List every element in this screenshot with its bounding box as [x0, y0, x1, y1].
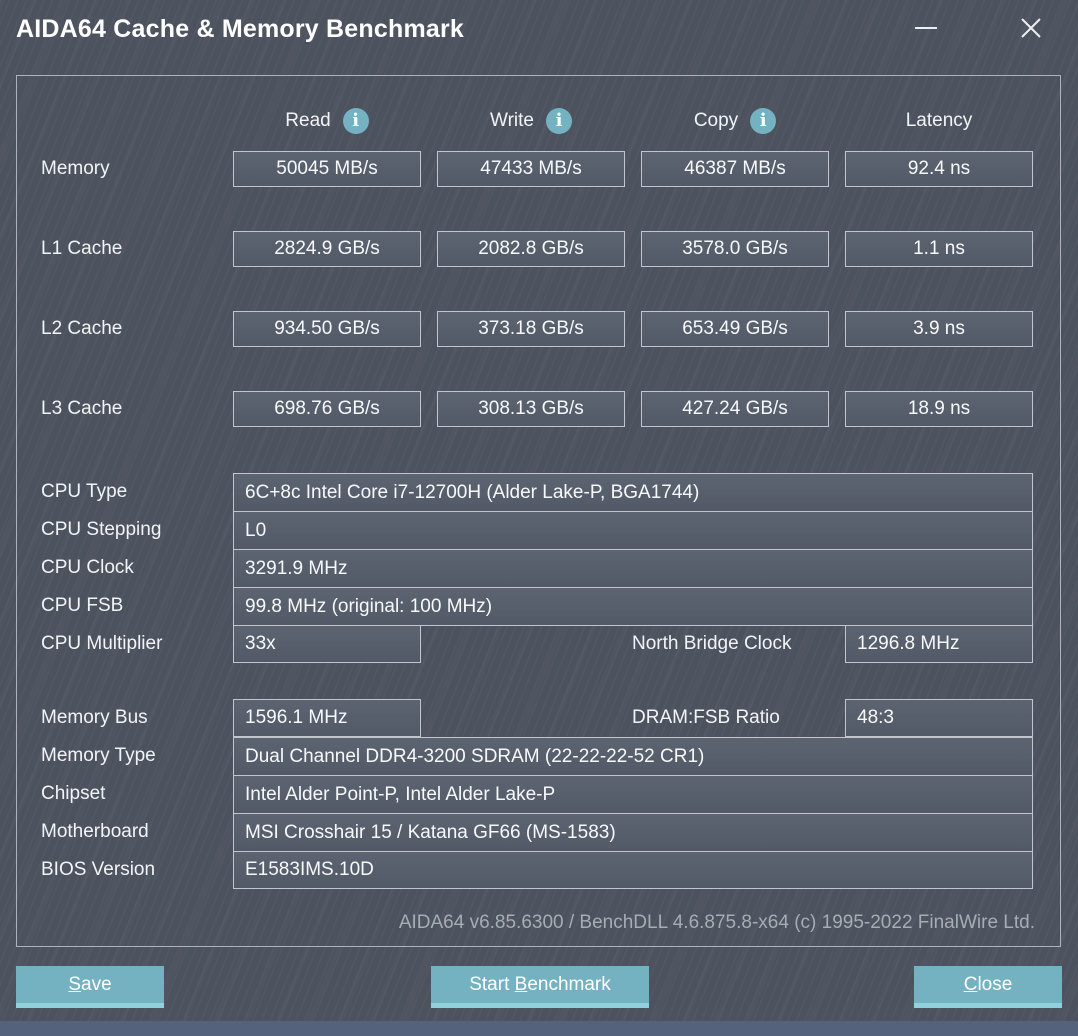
start-benchmark-button[interactable]: Start Benchmark [431, 966, 649, 1008]
memory-write-value: 47433 MB/s [437, 151, 625, 187]
memory-copy-value: 46387 MB/s [641, 151, 829, 187]
row-label-l1-cache: L1 Cache [41, 238, 123, 259]
chipset-label: Chipset [41, 783, 106, 804]
l2-copy-value: 653.49 GB/s [641, 311, 829, 347]
l3-read-value: 698.76 GB/s [233, 391, 421, 427]
column-header-write: Write [437, 104, 625, 138]
copy-info-icon[interactable] [750, 108, 777, 134]
column-header-latency: Latency [845, 104, 1033, 138]
memory-latency-value: 92.4 ns [845, 151, 1033, 187]
bios-version-label: BIOS Version [41, 859, 156, 880]
l1-read-value: 2824.9 GB/s [233, 231, 421, 267]
cpu-type-value: 6C+8c Intel Core i7-12700H (Alder Lake-P… [233, 473, 1033, 512]
column-header-read: Read [233, 104, 421, 138]
l3-copy-value: 427.24 GB/s [641, 391, 829, 427]
motherboard-value: MSI Crosshair 15 / Katana GF66 (MS-1583) [233, 813, 1033, 852]
close-window-button[interactable] [1007, 8, 1055, 48]
save-button[interactable]: Save [16, 966, 164, 1008]
cpu-type-label: CPU Type [41, 481, 128, 502]
cpu-clock-value: 3291.9 MHz [233, 549, 1033, 588]
cpu-multiplier-value: 33x [233, 625, 421, 663]
row-label-memory: Memory [41, 158, 110, 179]
read-header-label: Read [285, 110, 331, 131]
memory-bus-label: Memory Bus [41, 707, 148, 728]
version-footer: AIDA64 v6.85.6300 / BenchDLL 4.6.875.8-x… [398, 912, 1035, 933]
cpu-stepping-value: L0 [233, 511, 1033, 550]
dram-fsb-ratio-value: 48:3 [845, 699, 1033, 737]
cpu-fsb-label: CPU FSB [41, 595, 124, 616]
read-info-icon[interactable] [342, 108, 369, 134]
cpu-multiplier-label: CPU Multiplier [41, 633, 163, 654]
close-icon [1021, 18, 1041, 38]
close-button-label: Close [963, 973, 1013, 995]
window-bottom-bar [0, 1021, 1078, 1036]
l2-latency-value: 3.9 ns [845, 311, 1033, 347]
save-button-label: Save [68, 973, 112, 995]
motherboard-label: Motherboard [41, 821, 149, 842]
l3-write-value: 308.13 GB/s [437, 391, 625, 427]
minimize-button[interactable] [902, 8, 950, 48]
memory-read-value: 50045 MB/s [233, 151, 421, 187]
close-button[interactable]: Close [914, 966, 1062, 1008]
row-label-l2-cache: L2 Cache [41, 318, 123, 339]
latency-header-label: Latency [905, 110, 973, 131]
l3-latency-value: 18.9 ns [845, 391, 1033, 427]
l2-write-value: 373.18 GB/s [437, 311, 625, 347]
north-bridge-clock-label: North Bridge Clock [632, 633, 792, 654]
start-benchmark-button-label: Start Benchmark [469, 973, 611, 995]
l1-write-value: 2082.8 GB/s [437, 231, 625, 267]
column-header-copy: Copy [641, 104, 829, 138]
dram-fsb-ratio-label: DRAM:FSB Ratio [632, 707, 780, 728]
chipset-value: Intel Alder Point-P, Intel Alder Lake-P [233, 775, 1033, 814]
memory-type-label: Memory Type [41, 745, 156, 766]
row-label-l3-cache: L3 Cache [41, 398, 123, 419]
memory-bus-value: 1596.1 MHz [233, 699, 421, 737]
north-bridge-clock-value: 1296.8 MHz [845, 625, 1033, 663]
copy-header-label: Copy [693, 110, 739, 131]
cpu-fsb-value: 99.8 MHz (original: 100 MHz) [233, 587, 1033, 626]
l2-read-value: 934.50 GB/s [233, 311, 421, 347]
l1-latency-value: 1.1 ns [845, 231, 1033, 267]
cpu-stepping-label: CPU Stepping [41, 519, 162, 540]
memory-type-value: Dual Channel DDR4-3200 SDRAM (22-22-22-5… [233, 737, 1033, 776]
window-title: AIDA64 Cache & Memory Benchmark [16, 15, 465, 43]
minimize-icon [915, 27, 937, 29]
write-info-icon[interactable] [545, 108, 572, 134]
bios-version-value: E1583IMS.10D [233, 851, 1033, 889]
l1-copy-value: 3578.0 GB/s [641, 231, 829, 267]
cpu-clock-label: CPU Clock [41, 557, 134, 578]
write-header-label: Write [490, 110, 534, 131]
benchmark-panel [16, 75, 1061, 947]
